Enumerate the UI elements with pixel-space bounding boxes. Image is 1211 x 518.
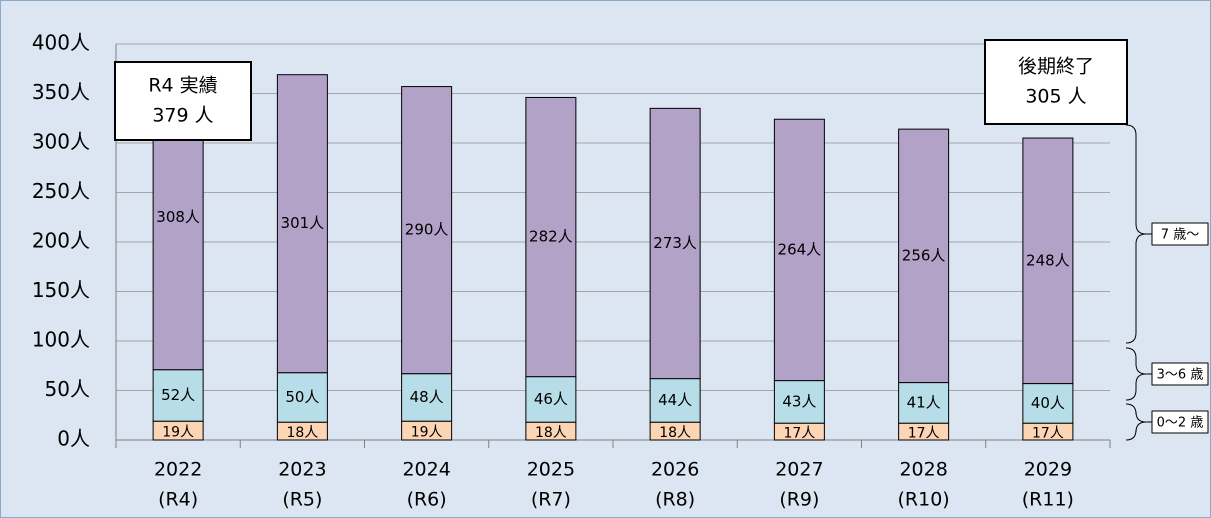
value-label: 18人 bbox=[659, 425, 691, 441]
value-label: 19人 bbox=[411, 425, 443, 441]
x-tick-label: (R5) bbox=[282, 489, 322, 511]
x-tick-label: 2023 bbox=[278, 459, 326, 481]
value-label: 17人 bbox=[908, 426, 940, 442]
bar-segment bbox=[401, 86, 453, 375]
x-tick-label: (R6) bbox=[407, 489, 447, 511]
y-tick-label: 150人 bbox=[32, 278, 90, 302]
x-tick-label: 2027 bbox=[775, 459, 823, 481]
bar-segment bbox=[773, 380, 825, 424]
annotation-box bbox=[984, 39, 1128, 125]
value-label: 256人 bbox=[902, 246, 946, 264]
x-tick-label: (R8) bbox=[655, 489, 695, 511]
x-tick-label: 2024 bbox=[402, 459, 450, 481]
value-label: 308人 bbox=[156, 208, 200, 226]
y-tick-label: 350人 bbox=[32, 80, 90, 104]
x-tick-label: 2025 bbox=[527, 459, 575, 481]
x-tick-label: 2029 bbox=[1024, 459, 1072, 481]
bar-segment bbox=[898, 128, 950, 384]
y-tick-label: 200人 bbox=[32, 229, 90, 253]
x-tick-label: (R4) bbox=[158, 489, 198, 511]
bar-segment bbox=[649, 378, 701, 423]
bar-segment bbox=[1022, 383, 1074, 424]
value-label: 44人 bbox=[658, 391, 692, 409]
value-label: 50人 bbox=[285, 388, 319, 406]
bar-segment bbox=[401, 373, 453, 422]
value-label: 301人 bbox=[281, 214, 325, 232]
value-label: 17人 bbox=[1032, 426, 1064, 442]
bar-segment bbox=[525, 376, 577, 423]
value-label: 48人 bbox=[410, 388, 444, 406]
annotation-text: 後期終了 bbox=[1018, 56, 1094, 78]
legend-label: 7 歳〜 bbox=[1161, 228, 1199, 243]
x-tick-label: (R9) bbox=[779, 489, 819, 511]
x-tick-label: 2022 bbox=[154, 459, 202, 481]
bar-segment bbox=[276, 74, 328, 374]
value-label: 18人 bbox=[286, 425, 318, 441]
annotation-text: 305 人 bbox=[1025, 86, 1086, 108]
bar-segment bbox=[649, 107, 701, 380]
value-label: 273人 bbox=[653, 234, 697, 252]
y-tick-label: 50人 bbox=[45, 377, 90, 401]
value-label: 248人 bbox=[1026, 251, 1070, 269]
y-tick-label: 0人 bbox=[57, 427, 90, 451]
legend-box bbox=[1151, 362, 1209, 386]
value-label: 17人 bbox=[783, 426, 815, 442]
bar-segment bbox=[773, 118, 825, 382]
value-label: 18人 bbox=[535, 425, 567, 441]
bar-segment bbox=[898, 382, 950, 424]
bar-segment bbox=[152, 369, 204, 422]
bar-segment bbox=[276, 372, 328, 423]
y-tick-label: 250人 bbox=[32, 179, 90, 203]
value-label: 290人 bbox=[405, 221, 449, 239]
annotation-text: 379 人 bbox=[152, 105, 213, 127]
value-label: 40人 bbox=[1031, 394, 1065, 412]
value-label: 282人 bbox=[529, 228, 573, 246]
y-tick-label: 300人 bbox=[32, 130, 90, 154]
legend-label: 3〜6 歳 bbox=[1157, 368, 1204, 383]
bar-segment bbox=[525, 96, 577, 378]
value-label: 19人 bbox=[162, 425, 194, 441]
annotation-text: R4 実績 bbox=[148, 75, 217, 97]
value-label: 264人 bbox=[778, 240, 822, 258]
x-tick-label: 2026 bbox=[651, 459, 699, 481]
bar-segment bbox=[1022, 137, 1074, 385]
x-tick-label: (R7) bbox=[531, 489, 571, 511]
legend-box bbox=[1151, 222, 1209, 246]
value-label: 46人 bbox=[534, 390, 568, 408]
x-tick-label: 2028 bbox=[899, 459, 947, 481]
legend-box bbox=[1151, 410, 1209, 434]
y-tick-label: 400人 bbox=[32, 31, 90, 55]
value-label: 43人 bbox=[782, 392, 816, 410]
value-label: 52人 bbox=[161, 386, 195, 404]
x-tick-label: (R11) bbox=[1022, 489, 1074, 511]
value-label: 41人 bbox=[907, 393, 941, 411]
x-tick-label: (R10) bbox=[898, 489, 950, 511]
annotation-box bbox=[114, 61, 252, 141]
legend-label: 0〜2 歳 bbox=[1157, 416, 1204, 431]
y-tick-label: 100人 bbox=[32, 328, 90, 352]
